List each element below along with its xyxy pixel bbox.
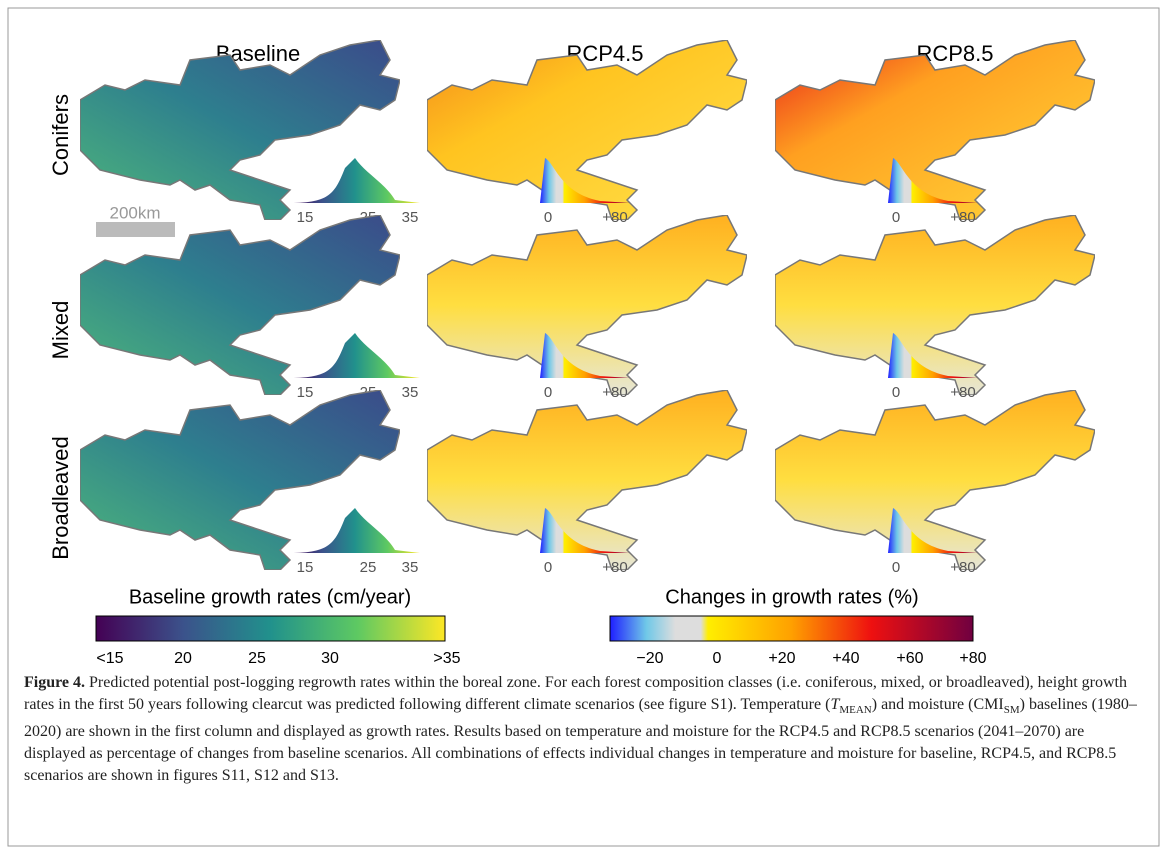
hist-tick-label: 0 (544, 209, 552, 226)
hist-tick-label: 15 (297, 384, 314, 401)
row-label: Conifers (48, 94, 73, 176)
hist-tick-label: 35 (402, 384, 419, 401)
row-label: Mixed (48, 301, 73, 360)
map (427, 40, 747, 220)
hist-tick-label: 35 (402, 209, 419, 226)
colorbar-tick-label: 25 (248, 650, 266, 667)
hist-tick-label: +80 (602, 384, 627, 401)
scale-bar (96, 222, 175, 237)
caption-text: T (830, 696, 839, 713)
hist-tick-label: 0 (544, 559, 552, 576)
colorbar-tick-label: 20 (174, 650, 192, 667)
histogram (290, 508, 420, 553)
hist-tick-label: +80 (602, 559, 627, 576)
histogram (290, 333, 420, 378)
histogram (290, 158, 420, 203)
caption-text: ) and moisture (CMI (872, 696, 1004, 713)
colorbar-tick-label: +80 (959, 650, 986, 667)
colorbar-title: Baseline growth rates (cm/year) (129, 586, 411, 608)
colorbar-tick-label: <15 (96, 650, 123, 667)
caption-label: Figure 4. (24, 674, 85, 691)
colorbar (96, 616, 445, 641)
map (427, 215, 747, 395)
colorbar-tick-label: 30 (321, 650, 339, 667)
colorbar-tick-label: >35 (433, 650, 460, 667)
map (775, 390, 1095, 570)
page: 200km Baseline growth rates (cm/year) Ch… (0, 0, 1168, 854)
colorbar-tick-label: +60 (896, 650, 923, 667)
hist-tick-label: 25 (360, 559, 377, 576)
hist-tick-label: 15 (297, 209, 314, 226)
hist-tick-label: 0 (544, 384, 552, 401)
colorbar-title: Changes in growth rates (%) (665, 586, 918, 608)
colorbar-tick-label: −20 (636, 650, 663, 667)
caption: Figure 4. Predicted potential post-loggi… (24, 672, 1139, 787)
map (775, 215, 1095, 395)
map (775, 40, 1095, 220)
hist-tick-label: +80 (602, 209, 627, 226)
hist-tick-label: 0 (892, 384, 900, 401)
colorbar-tick-label: 0 (713, 650, 722, 667)
hist-tick-label: +80 (950, 384, 975, 401)
hist-tick-label: 0 (892, 559, 900, 576)
caption-text: SM (1004, 704, 1020, 716)
hist-tick-label: 0 (892, 209, 900, 226)
colorbar-tick-label: +20 (768, 650, 795, 667)
colorbar (610, 616, 973, 641)
map (427, 390, 747, 570)
hist-tick-label: 15 (297, 559, 314, 576)
hist-tick-label: +80 (950, 209, 975, 226)
caption-text: MEAN (839, 704, 871, 716)
row-label: Broadleaved (48, 436, 73, 560)
colorbar-tick-label: +40 (832, 650, 859, 667)
hist-tick-label: +80 (950, 559, 975, 576)
scale-label: 200km (109, 203, 160, 222)
hist-tick-label: 35 (402, 559, 419, 576)
